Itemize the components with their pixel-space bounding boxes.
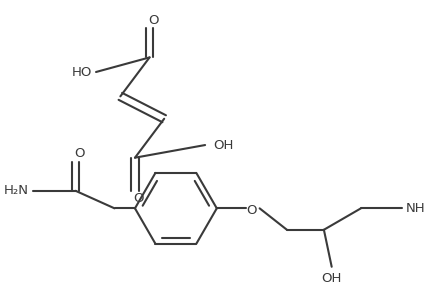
Text: H₂N: H₂N	[4, 184, 29, 197]
Text: O: O	[246, 204, 257, 217]
Text: O: O	[133, 192, 144, 205]
Text: OH: OH	[213, 139, 233, 151]
Text: OH: OH	[321, 272, 342, 285]
Text: NH: NH	[405, 202, 425, 215]
Text: O: O	[74, 147, 85, 160]
Text: O: O	[148, 14, 159, 27]
Text: HO: HO	[72, 66, 92, 79]
